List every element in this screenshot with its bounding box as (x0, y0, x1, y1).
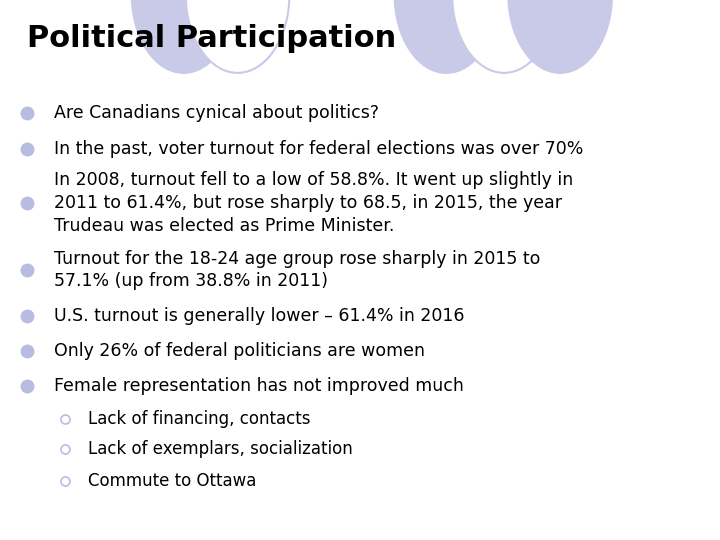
Text: Lack of financing, contacts: Lack of financing, contacts (88, 409, 310, 428)
Ellipse shape (186, 0, 289, 73)
Text: Political Participation: Political Participation (27, 24, 397, 53)
Ellipse shape (452, 0, 556, 73)
Text: U.S. turnout is generally lower – 61.4% in 2016: U.S. turnout is generally lower – 61.4% … (54, 307, 464, 325)
Text: Lack of exemplars, socialization: Lack of exemplars, socialization (88, 440, 353, 458)
Ellipse shape (508, 0, 612, 73)
Text: In the past, voter turnout for federal elections was over 70%: In the past, voter turnout for federal e… (54, 139, 583, 158)
Text: Female representation has not improved much: Female representation has not improved m… (54, 377, 464, 395)
Ellipse shape (132, 0, 235, 73)
Text: Turnout for the 18-24 age group rose sharply in 2015 to
57.1% (up from 38.8% in : Turnout for the 18-24 age group rose sha… (54, 249, 541, 291)
Ellipse shape (395, 0, 498, 73)
Text: Only 26% of federal politicians are women: Only 26% of federal politicians are wome… (54, 342, 425, 360)
Text: In 2008, turnout fell to a low of 58.8%. It went up slightly in
2011 to 61.4%, b: In 2008, turnout fell to a low of 58.8%.… (54, 171, 573, 235)
Text: Commute to Ottawa: Commute to Ottawa (88, 471, 256, 490)
Text: Are Canadians cynical about politics?: Are Canadians cynical about politics? (54, 104, 379, 123)
